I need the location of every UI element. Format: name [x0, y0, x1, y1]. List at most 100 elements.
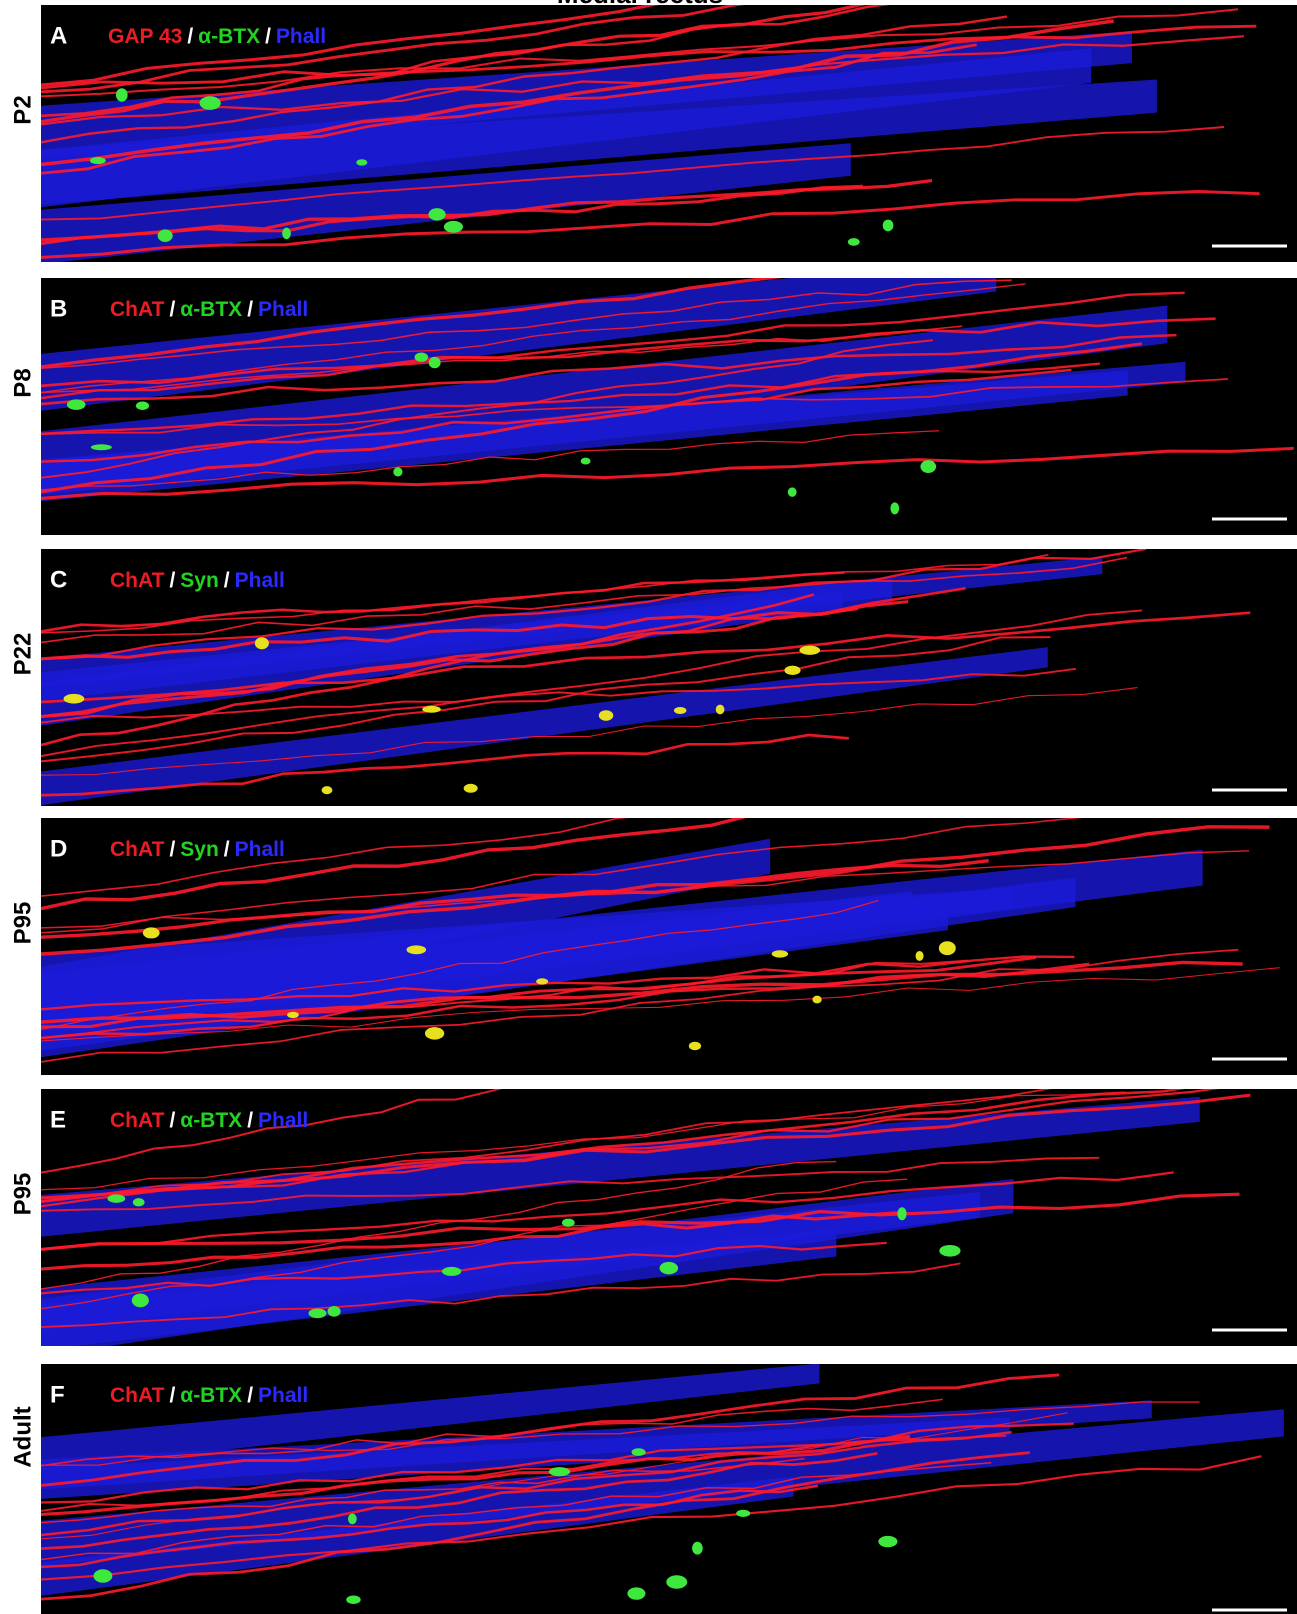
- endplate: [847, 238, 860, 246]
- nerve: [41, 1461, 992, 1561]
- endplate: [890, 502, 900, 515]
- separator: /: [169, 1109, 175, 1132]
- nerve: [41, 1178, 908, 1310]
- nerve: [41, 1373, 1060, 1487]
- nerve: [41, 1160, 837, 1290]
- separator: /: [247, 298, 253, 321]
- endplate: [132, 1198, 145, 1207]
- stain-name: ChAT: [110, 1384, 165, 1407]
- endplate: [424, 1027, 445, 1040]
- separator: /: [224, 569, 230, 592]
- nerve: [41, 5, 659, 87]
- nerve: [41, 1262, 961, 1328]
- panel-letter: D: [50, 835, 67, 862]
- endplate: [878, 1535, 898, 1548]
- panel-letter: B: [50, 295, 67, 322]
- nerve: [41, 1171, 1174, 1251]
- nerve: [41, 960, 1243, 1024]
- stain-name: ChAT: [110, 838, 165, 861]
- fibre: [41, 31, 1132, 159]
- nerve: [41, 43, 977, 175]
- nerve: [41, 1422, 1074, 1504]
- panel: [41, 278, 1297, 535]
- separator: /: [187, 25, 193, 48]
- nerve: [41, 291, 1185, 400]
- nerve: [41, 1093, 1251, 1200]
- separator: /: [247, 1109, 253, 1132]
- nerve: [41, 593, 815, 747]
- stain-name: ChAT: [110, 569, 165, 592]
- stain-name: ChAT: [110, 1109, 165, 1132]
- nerve: [41, 818, 1082, 934]
- nerve: [41, 362, 1101, 435]
- nerve: [41, 368, 1072, 463]
- endplate: [666, 1575, 688, 1589]
- endplate: [428, 356, 441, 369]
- nerve: [41, 283, 1026, 394]
- endplate: [882, 219, 894, 232]
- endplate: [287, 1011, 299, 1019]
- age-label: P95: [9, 1173, 36, 1216]
- separator: /: [169, 838, 175, 861]
- nerve: [41, 1455, 1262, 1581]
- stain-name: α-BTX: [180, 1384, 242, 1407]
- endplate: [393, 467, 403, 477]
- endplate: [938, 941, 956, 956]
- fibre: [41, 1364, 820, 1471]
- endplate: [688, 1041, 702, 1051]
- nerve: [41, 1210, 903, 1271]
- endplate: [736, 1509, 751, 1517]
- endplate: [915, 950, 924, 961]
- endplate: [771, 950, 789, 958]
- nerve: [41, 1241, 887, 1295]
- nerve: [41, 8, 1239, 98]
- stain-name: Phall: [235, 838, 285, 861]
- figure-title: Medial rectus: [557, 0, 723, 9]
- endplate: [107, 1194, 126, 1203]
- stain-name: Syn: [180, 838, 219, 861]
- separator: /: [169, 1384, 175, 1407]
- separator: /: [265, 25, 271, 48]
- nerve: [41, 549, 1147, 661]
- endplate: [673, 707, 687, 715]
- nerve: [41, 553, 1049, 634]
- nerve: [41, 24, 1257, 90]
- nerve: [41, 35, 1244, 126]
- nerve: [41, 446, 1294, 500]
- nerve: [41, 967, 1280, 1042]
- nerve: [41, 818, 747, 911]
- stain-name: α-BTX: [198, 25, 260, 48]
- panel: [41, 1089, 1297, 1346]
- nerve: [41, 15, 1008, 144]
- stain-name: α-BTX: [180, 1109, 242, 1132]
- nerve: [41, 279, 1012, 370]
- age-label: Adult: [9, 1406, 36, 1467]
- endplate: [441, 1266, 462, 1276]
- nerve: [41, 317, 1216, 388]
- panel-letter: E: [50, 1106, 66, 1133]
- endplate: [422, 705, 441, 713]
- endplate: [443, 220, 463, 233]
- nerve: [41, 899, 879, 1031]
- nerve: [41, 859, 989, 939]
- nerve: [41, 278, 782, 369]
- fibre: [41, 143, 851, 262]
- endplate: [131, 1293, 149, 1308]
- stain-legend: GAP 43/α-BTX / Phall: [108, 25, 326, 48]
- stain-name: Phall: [235, 569, 285, 592]
- endplate: [598, 710, 614, 721]
- endplate: [692, 1541, 703, 1555]
- age-label: P8: [9, 368, 36, 397]
- endplate: [406, 945, 427, 955]
- endplate: [784, 665, 801, 676]
- endplate: [63, 693, 85, 704]
- fibre: [41, 1417, 1010, 1499]
- nerve: [41, 5, 745, 94]
- stain-name: Syn: [180, 569, 219, 592]
- nerve: [41, 611, 1251, 704]
- endplate: [715, 704, 725, 715]
- endplate: [536, 978, 549, 985]
- endplate: [142, 927, 160, 939]
- endplate: [321, 786, 333, 795]
